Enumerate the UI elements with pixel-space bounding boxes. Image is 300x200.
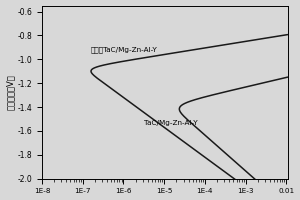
Text: 带涂层TaC/Mg-Zn-Al-Y: 带涂层TaC/Mg-Zn-Al-Y — [91, 46, 158, 53]
Text: TaC/Mg-Zn-Al-Y: TaC/Mg-Zn-Al-Y — [144, 120, 197, 126]
Y-axis label: 极化电位（V）: 极化电位（V） — [6, 74, 15, 110]
